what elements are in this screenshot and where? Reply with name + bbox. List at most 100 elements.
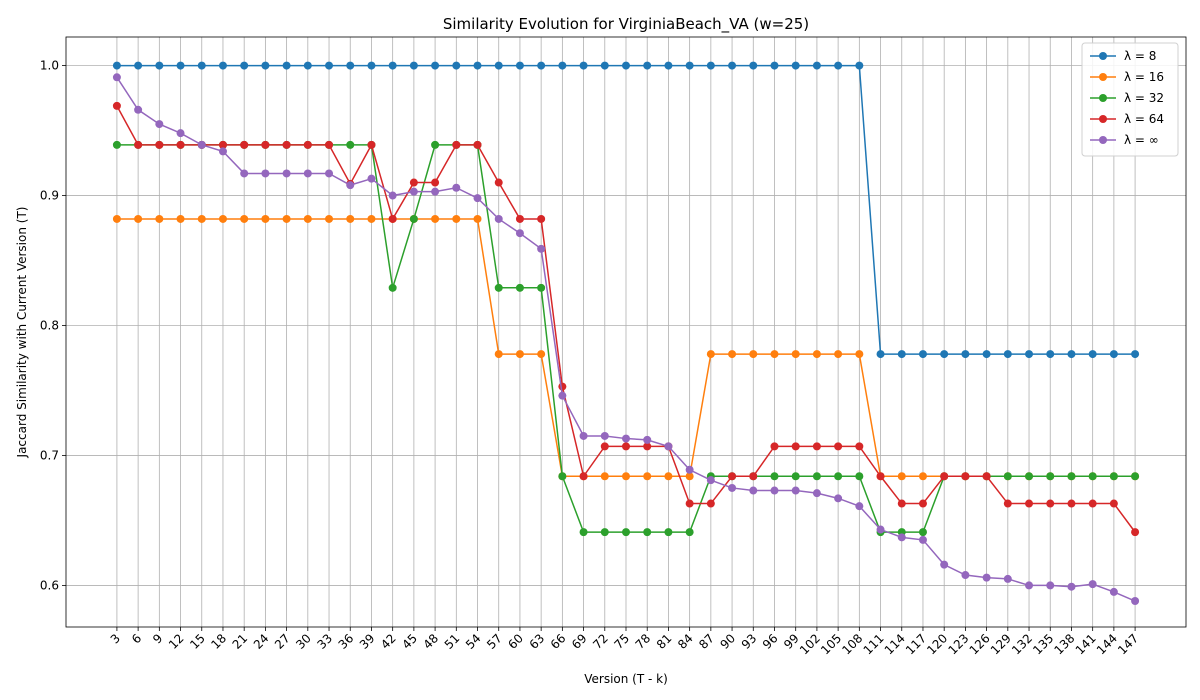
data-point	[918, 350, 927, 359]
data-point	[749, 61, 758, 70]
data-point	[282, 169, 291, 178]
data-point	[240, 214, 249, 223]
data-point	[218, 214, 227, 223]
data-point	[812, 489, 821, 498]
data-point	[367, 214, 376, 223]
legend-label: λ = 16	[1124, 70, 1164, 84]
data-point	[897, 472, 906, 481]
data-point	[1131, 597, 1140, 606]
data-point	[1003, 350, 1012, 359]
data-point	[176, 129, 185, 138]
data-point	[1088, 580, 1097, 589]
data-point	[961, 571, 970, 580]
data-point	[537, 214, 546, 223]
data-point	[728, 350, 737, 359]
data-point	[537, 244, 546, 253]
data-point	[749, 350, 758, 359]
legend-label: λ = 32	[1124, 91, 1164, 105]
data-point	[622, 472, 630, 481]
data-point	[600, 442, 609, 451]
data-point	[728, 61, 737, 70]
data-point	[473, 140, 482, 149]
data-point	[791, 442, 800, 451]
data-point	[409, 187, 418, 196]
data-point	[1131, 528, 1140, 537]
data-point	[749, 472, 758, 481]
data-point	[1003, 574, 1012, 583]
data-point	[897, 499, 906, 508]
data-point	[918, 528, 927, 537]
data-point	[770, 472, 779, 481]
data-point	[664, 61, 673, 70]
data-point	[282, 140, 291, 149]
data-point	[346, 181, 355, 190]
data-point	[388, 191, 397, 200]
data-point	[346, 61, 355, 70]
data-point	[685, 528, 694, 537]
data-point	[1131, 350, 1140, 359]
data-point	[112, 214, 121, 223]
data-point	[622, 61, 630, 70]
data-point	[1088, 499, 1097, 508]
data-point	[706, 499, 715, 508]
data-point	[579, 431, 588, 440]
data-point	[728, 483, 737, 492]
data-point	[1109, 587, 1118, 596]
x-axis-label: Version (T - k)	[584, 672, 668, 686]
data-point	[1025, 350, 1034, 359]
data-point	[325, 140, 334, 149]
data-point	[834, 472, 843, 481]
data-point	[918, 499, 927, 508]
data-point	[134, 140, 143, 149]
data-point	[1025, 581, 1034, 590]
data-point	[537, 350, 546, 359]
data-point	[112, 101, 121, 110]
data-point	[218, 61, 227, 70]
data-point	[155, 120, 164, 129]
data-point	[643, 528, 652, 537]
data-point	[1046, 350, 1055, 359]
data-point	[706, 61, 715, 70]
data-point	[940, 560, 949, 569]
series-group	[112, 73, 1140, 606]
data-point	[622, 434, 630, 443]
data-point	[1109, 472, 1118, 481]
data-point	[664, 528, 673, 537]
data-point	[282, 61, 291, 70]
legend-item: λ = 64	[1090, 112, 1164, 126]
data-point	[176, 61, 185, 70]
data-point	[155, 140, 164, 149]
data-point	[515, 350, 524, 359]
data-point	[876, 350, 885, 359]
data-point	[112, 73, 121, 82]
legend-marker	[1099, 136, 1107, 144]
y-tick-label: 0.7	[40, 448, 59, 462]
data-point	[452, 61, 461, 70]
data-point	[812, 61, 821, 70]
data-point	[240, 61, 249, 70]
data-point	[622, 528, 630, 537]
data-point	[473, 194, 482, 203]
y-tick-label: 0.8	[40, 319, 59, 333]
series-group	[112, 61, 1140, 359]
data-point	[685, 472, 694, 481]
data-point	[303, 140, 312, 149]
data-point	[515, 214, 524, 223]
legend-item: λ = ∞	[1090, 133, 1159, 147]
data-point	[940, 472, 949, 481]
data-point	[558, 61, 567, 70]
y-tick-label: 1.0	[40, 59, 59, 73]
data-point	[834, 494, 843, 503]
data-point	[791, 61, 800, 70]
data-point	[303, 214, 312, 223]
data-point	[1088, 350, 1097, 359]
data-point	[558, 472, 567, 481]
data-point	[409, 214, 418, 223]
data-point	[494, 61, 503, 70]
data-point	[812, 350, 821, 359]
data-point	[600, 528, 609, 537]
data-point	[155, 214, 164, 223]
data-point	[961, 472, 970, 481]
y-tick-label: 0.6	[40, 578, 59, 592]
